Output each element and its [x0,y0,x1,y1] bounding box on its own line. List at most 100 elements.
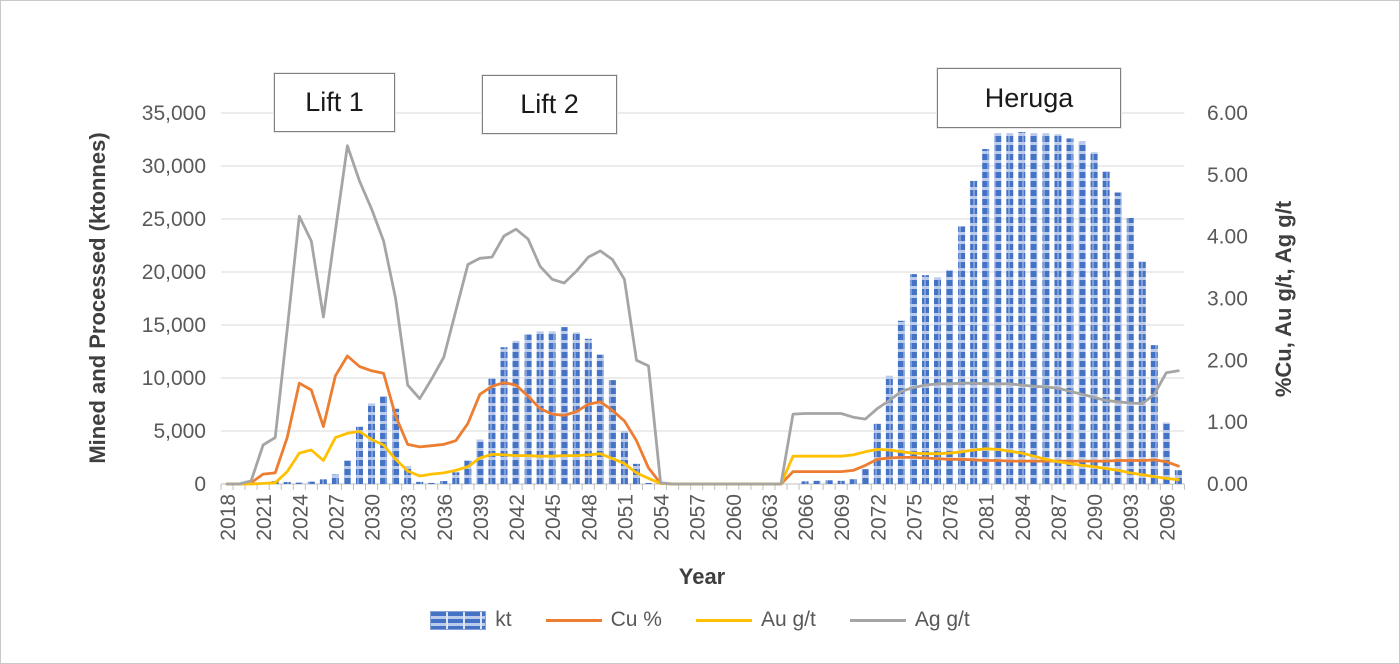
kt-bar [1162,422,1170,484]
legend-item-au: Au g/t [695,608,816,632]
x-axis-tick-label: 2069 [831,494,854,541]
x-axis-tick-label: 2072 [867,494,890,541]
kt-bar [1174,470,1182,484]
kt-bar [512,340,520,484]
kt-bar [1006,133,1014,484]
x-axis-tick-label: 2078 [940,494,963,541]
kt-bar [428,482,436,484]
x-axis-tick-label: 2045 [542,494,565,541]
x-axis-tick-label: 2027 [325,494,348,541]
kt-bar [885,375,893,484]
x-axis-tick-label: 2036 [434,494,457,541]
kt-bar [813,480,821,484]
kt-bar [1138,261,1146,484]
kt-bar [283,481,291,484]
kt-bar [331,474,339,484]
kt-bar [404,465,412,484]
kt-bar [440,481,448,484]
kt-bar [307,481,315,484]
legend-ag-label: Ag g/t [914,608,970,631]
legend-au-label: Au g/t [760,608,816,631]
kt-bar [368,403,376,484]
kt-bar [620,431,628,484]
kt-bar [452,472,460,484]
x-axis-tick-label: 2048 [578,494,601,541]
kt-bar [343,460,351,484]
x-axis-tick-label: 2084 [1012,494,1035,541]
x-axis-tick-label: 2081 [976,494,999,541]
kt-bar [873,423,881,484]
x-axis-tick-label: 2024 [289,494,312,541]
kt-bar [319,479,327,484]
x-axis-tick-label: 2021 [253,494,276,541]
x-axis-tick-label: 2087 [1048,494,1071,541]
x-axis-tick-label: 2051 [614,494,637,541]
right-axis-tick-label: 5.00 [1207,164,1248,187]
annotation-lift-2: Lift 2 [482,75,617,134]
x-axis-tick-label: 2030 [362,494,385,541]
x-axis-tick-label: 2093 [1120,494,1143,541]
kt-bar [392,408,400,484]
kt-bar [524,334,532,484]
legend-cu-label: Cu % [610,608,662,631]
x-axis-tick-label: 2066 [795,494,818,541]
kt-bar [958,226,966,485]
kt-bar [596,354,604,484]
kt-bar [548,331,556,484]
kt-bar [970,180,978,484]
left-axis-tick-label: 0 [194,473,206,496]
ag-line-swatch-icon [849,618,906,622]
kt-bar [608,380,616,484]
kt-bar [1114,192,1122,484]
kt-bar [1126,217,1134,484]
left-axis-title: Mined and Processed (ktonnes) [85,132,110,464]
kt-bar [982,149,990,485]
kt-bar [1078,141,1086,484]
x-axis-tick-labels: 2018 2021 2024 2027 2030 2033 2036 2039 2042 2045… [217,494,1179,541]
x-axis-tick-label: 2096 [1156,494,1179,541]
x-axis-tick-label: 2018 [217,494,240,541]
left-axis-tick-label: 30,000 [142,155,206,178]
left-axis-tick-label: 25,000 [142,208,206,231]
x-axis-tick-label: 2057 [687,494,710,541]
kt-bar [825,480,833,484]
left-axis-tick-labels: 0 5,000 10,000 15,000 20,000 25,000 30,000 35,0… [142,102,206,496]
kt-bar [934,277,942,484]
kt-bar [645,482,653,484]
kt-bar [584,338,592,484]
x-axis-tick-label: 2060 [723,494,746,541]
left-axis-tick-label: 15,000 [142,314,206,337]
right-axis-tick-label: 2.00 [1207,349,1248,372]
gridlines [220,112,1185,490]
kt-bar [1150,345,1158,484]
kt-bar [488,378,496,484]
right-axis-tick-label: 6.00 [1207,102,1248,125]
kt-bar [416,481,424,484]
legend-item-cu: Cu % [545,608,662,632]
kt-bar [476,439,484,484]
legend-item-kt: kt [430,608,512,632]
right-axis-tick-label: 4.00 [1207,226,1248,249]
kt-bar [921,275,929,484]
legend-item-ag: Ag g/t [849,608,970,632]
x-axis-tick-label: 2090 [1084,494,1107,541]
x-axis-tick-label: 2075 [903,494,926,541]
au-line-swatch-icon [695,618,752,622]
left-axis-tick-label: 20,000 [142,261,206,284]
kt-bar [500,347,508,484]
right-axis-title: %Cu, Au g/t, Ag g/t [1271,200,1296,398]
x-axis-tick-label: 2063 [759,494,782,541]
kt-bar [560,327,568,484]
kt-bar [1054,134,1062,484]
kt-bar [572,332,580,484]
annotation-lift-1: Lift 1 [274,73,395,132]
right-axis-tick-label: 3.00 [1207,288,1248,311]
kt-bar [380,396,388,484]
kt-bar [837,480,845,484]
kt-bar [946,269,954,484]
left-axis-tick-label: 10,000 [142,367,206,390]
kt-bar [994,133,1002,484]
x-axis-tick-label: 2039 [470,494,493,541]
kt-bar [295,482,303,484]
